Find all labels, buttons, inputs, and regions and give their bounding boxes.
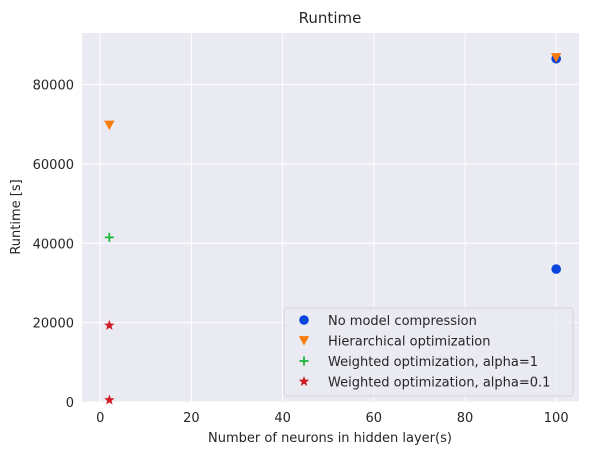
- chart-title: Runtime: [299, 9, 362, 27]
- x-tick-label: 20: [183, 411, 200, 426]
- legend-label: Hierarchical optimization: [328, 335, 491, 350]
- data-point-series-3-0: [104, 319, 115, 330]
- legend-marker-0: [299, 315, 309, 325]
- x-tick-label: 0: [96, 411, 104, 426]
- y-tick-label: 80000: [33, 79, 74, 94]
- y-tick-label: 40000: [33, 237, 74, 252]
- legend-box: [283, 307, 574, 397]
- x-axis-label: Number of neurons in hidden layer(s): [208, 431, 452, 446]
- legend-label: Weighted optimization, alpha=1: [328, 355, 538, 370]
- data-point-series-2-0: [104, 232, 114, 242]
- y-tick-label: 60000: [33, 158, 74, 173]
- data-point-series-1-1: [551, 53, 562, 63]
- x-axis-ticks: 0 20 40 60 80 100: [96, 411, 569, 426]
- data-point-series-0-1: [551, 264, 562, 274]
- y-axis-ticks: 0 20000 40000 60000 80000: [33, 79, 74, 411]
- x-tick-label: 80: [457, 411, 474, 426]
- legend-label: Weighted optimization, alpha=0.1: [328, 376, 550, 391]
- data-point-series-3-1: [104, 394, 115, 405]
- y-tick-label: 20000: [33, 317, 74, 332]
- legend-marker-1: [298, 336, 310, 346]
- legend: No model compression Hierarchical optimiz…: [283, 307, 574, 397]
- grid: [82, 33, 579, 403]
- x-tick-label: 40: [274, 411, 291, 426]
- y-axis-label: Runtime [s]: [9, 179, 24, 254]
- x-tick-label: 100: [544, 411, 569, 426]
- data-points: [104, 53, 562, 405]
- x-tick-label: 60: [366, 411, 383, 426]
- data-point-series-1-0: [104, 120, 115, 130]
- legend-marker-3: [298, 376, 310, 386]
- legend-marker-2: [299, 356, 309, 366]
- y-tick-label: 0: [66, 396, 74, 411]
- legend-label: No model compression: [328, 314, 477, 329]
